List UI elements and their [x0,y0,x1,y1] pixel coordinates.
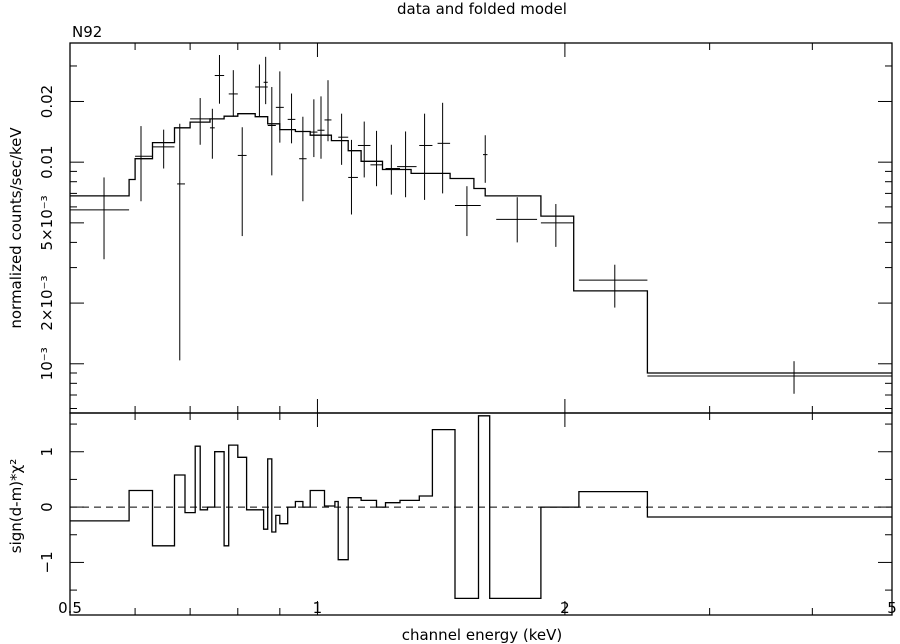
residual-y-tick-label: 0 [38,502,56,512]
residual-y-ticks [70,423,892,591]
y-tick-label: 5×10⁻³ [38,195,56,250]
data-point [397,131,417,198]
x-tick-label: 2 [560,599,570,617]
x-axis-ticks [69,43,893,615]
data-point [209,108,215,159]
data-point [454,186,481,237]
residual-y-tick-label: −1 [38,551,56,573]
spectrum-y-axis-label: normalized counts/sec/keV [7,127,25,329]
spectrum-y-tick-labels: 10⁻³ 2×10⁻³ 5×10⁻³ 0.01 0.02 [38,85,56,381]
data-point [228,70,238,117]
residual-y-axis-label: sign(d-m)*χ² [7,459,25,553]
y-tick-label: 0.01 [38,145,56,178]
data-points [70,55,892,394]
y-tick-label: 10⁻³ [38,347,56,380]
spectrum-panel: 10⁻³ 2×10⁻³ 5×10⁻³ 0.01 0.02 normalized coun… [7,42,893,414]
data-point [324,80,332,142]
x-tick-label: 1 [313,599,323,617]
data-point [70,177,130,260]
data-point [357,121,371,178]
x-tick-label: 5 [887,599,897,617]
data-point [317,96,325,159]
data-point [578,264,648,308]
folded-model-line [70,113,892,374]
residual-y-tick-labels: −1 0 1 [38,447,56,574]
data-point [299,116,307,202]
residual-panel: −1 0 1 sign(d-m)*χ² [7,412,893,616]
data-point [267,86,276,176]
spectrum-panel-frame [69,42,893,414]
x-axis-label: channel energy (keV) [402,626,563,644]
data-point [348,139,358,215]
data-point [370,130,383,187]
data-point [135,126,153,202]
data-point [540,204,574,247]
data-point [437,102,451,194]
data-point [647,361,892,394]
residual-y-tick-label: 1 [38,447,56,457]
data-point [177,123,185,361]
source-label: N92 [72,23,102,41]
spectrum-y-ticks [70,65,892,410]
x-axis-tick-labels: 0.5 1 2 5 [58,599,897,617]
y-tick-label: 2×10⁻³ [38,276,56,331]
y-tick-label: 0.02 [38,85,56,118]
data-point [237,127,247,237]
data-point [152,129,175,169]
data-point [263,56,268,105]
data-point [496,197,538,243]
x-tick-label: 0.5 [58,599,82,617]
data-point [338,113,349,165]
residual-panel-frame [69,412,893,616]
data-point [310,99,318,158]
data-point [482,135,488,183]
chart-title: data and folded model [397,0,567,18]
residual-line [70,415,892,600]
data-point [214,55,225,104]
data-point [287,93,296,144]
data-point [419,113,433,200]
data-point [190,98,210,145]
data-point [275,71,284,143]
